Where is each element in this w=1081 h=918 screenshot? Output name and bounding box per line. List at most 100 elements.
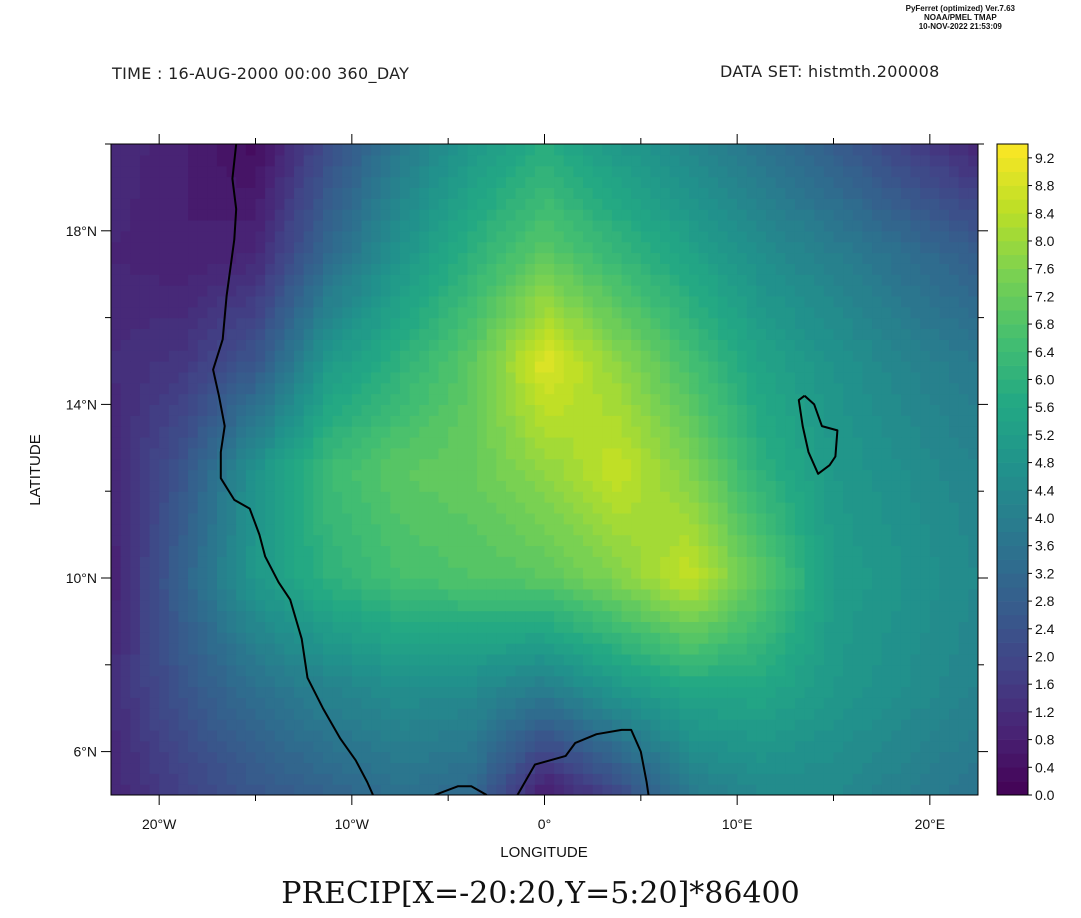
heatmap-cell [592, 632, 603, 644]
heatmap-cell [737, 751, 748, 764]
heatmap-cell [197, 523, 208, 536]
heatmap-cell [332, 382, 343, 395]
heatmap-cell [766, 230, 777, 243]
heatmap-cell [689, 632, 700, 644]
heatmap-cell [544, 339, 555, 351]
heatmap-cell [303, 230, 314, 243]
heatmap-cell [419, 610, 430, 622]
heatmap-cell [833, 339, 844, 351]
heatmap-cell [573, 306, 584, 319]
heatmap-cell [881, 588, 892, 601]
heatmap-cell [351, 469, 363, 481]
heatmap-cell [794, 469, 806, 481]
heatmap-cell [496, 632, 507, 644]
heatmap-cell [929, 317, 941, 330]
heatmap-cell [862, 697, 873, 709]
heatmap-cell [900, 285, 912, 297]
heatmap-cell [804, 621, 815, 633]
heatmap-cell [602, 512, 613, 525]
heatmap-cell [322, 523, 334, 536]
heatmap-cell [775, 556, 786, 568]
heatmap-cell [679, 415, 690, 427]
heatmap-cell [881, 317, 892, 330]
heatmap-cell [698, 599, 709, 612]
heatmap-cell [708, 610, 719, 622]
heatmap-cell [756, 230, 767, 243]
heatmap-cell [573, 653, 584, 666]
heatmap-cell [843, 252, 854, 264]
heatmap-cell [351, 198, 363, 210]
heatmap-cell [188, 534, 199, 547]
heatmap-cell [746, 285, 758, 297]
heatmap-cell [294, 491, 305, 503]
heatmap-cell [245, 263, 257, 275]
heatmap-cell [939, 762, 950, 774]
heatmap-cell [669, 621, 680, 633]
heatmap-cell [756, 426, 767, 438]
heatmap-cell [669, 588, 680, 601]
heatmap-cell [361, 491, 372, 503]
heatmap-cell [284, 578, 295, 590]
heatmap-cell [505, 447, 517, 460]
heatmap-cell [621, 382, 632, 395]
heatmap-cell [554, 773, 565, 785]
heatmap-cell [766, 643, 777, 655]
heatmap-cell [274, 252, 285, 264]
heatmap-cell [313, 328, 324, 340]
heatmap-cell [496, 480, 507, 492]
heatmap-cell [534, 719, 546, 731]
heatmap-cell [303, 653, 314, 666]
heatmap-cell [409, 643, 420, 655]
heatmap-cell [872, 415, 883, 427]
heatmap-cell [139, 567, 151, 579]
heatmap-cell [920, 729, 931, 742]
heatmap-cell [226, 578, 237, 590]
heatmap-cell [640, 447, 652, 460]
heatmap-cell [400, 502, 411, 514]
heatmap-cell [216, 523, 228, 536]
heatmap-cell [660, 393, 671, 405]
heatmap-cell [236, 328, 247, 340]
heatmap-cell [216, 491, 228, 503]
heatmap-cell [448, 632, 459, 644]
heatmap-cell [197, 436, 208, 449]
heatmap-cell [766, 447, 777, 460]
heatmap-cell [891, 708, 902, 720]
heatmap-cell [794, 502, 806, 514]
heatmap-cell [245, 664, 257, 677]
heatmap-cell [708, 686, 719, 698]
heatmap-cell [679, 545, 690, 557]
heatmap-cell [515, 512, 526, 525]
heatmap-cell [785, 274, 796, 286]
heatmap-cell [188, 306, 199, 319]
heatmap-cell [583, 415, 594, 427]
heatmap-cell [872, 371, 883, 384]
heatmap-cell [361, 653, 372, 666]
heatmap-cell [602, 697, 613, 709]
heatmap-cell [881, 653, 892, 666]
heatmap-cell [265, 588, 276, 601]
heatmap-cell [833, 469, 844, 481]
heatmap-cell [245, 534, 257, 547]
heatmap-cell [515, 230, 526, 243]
heatmap-cell [881, 632, 892, 644]
heatmap-cell [833, 762, 844, 774]
heatmap-cell [245, 285, 257, 297]
heatmap-cell [689, 328, 700, 340]
heatmap-cell [486, 371, 497, 384]
heatmap-cell [168, 610, 180, 622]
heatmap-cell [322, 632, 334, 644]
heatmap-cell [910, 762, 921, 774]
heatmap-cell [650, 230, 661, 243]
heatmap-cell [371, 415, 382, 427]
heatmap-cell [534, 664, 546, 677]
heatmap-cell [265, 729, 276, 742]
heatmap-cell [631, 653, 642, 666]
heatmap-cell [168, 436, 180, 449]
heatmap-cell [689, 285, 700, 297]
heatmap-cell [448, 219, 459, 232]
heatmap-cell [611, 491, 623, 503]
heatmap-cell [843, 328, 854, 340]
heatmap-cell [823, 328, 835, 340]
heatmap-cell [823, 447, 835, 460]
